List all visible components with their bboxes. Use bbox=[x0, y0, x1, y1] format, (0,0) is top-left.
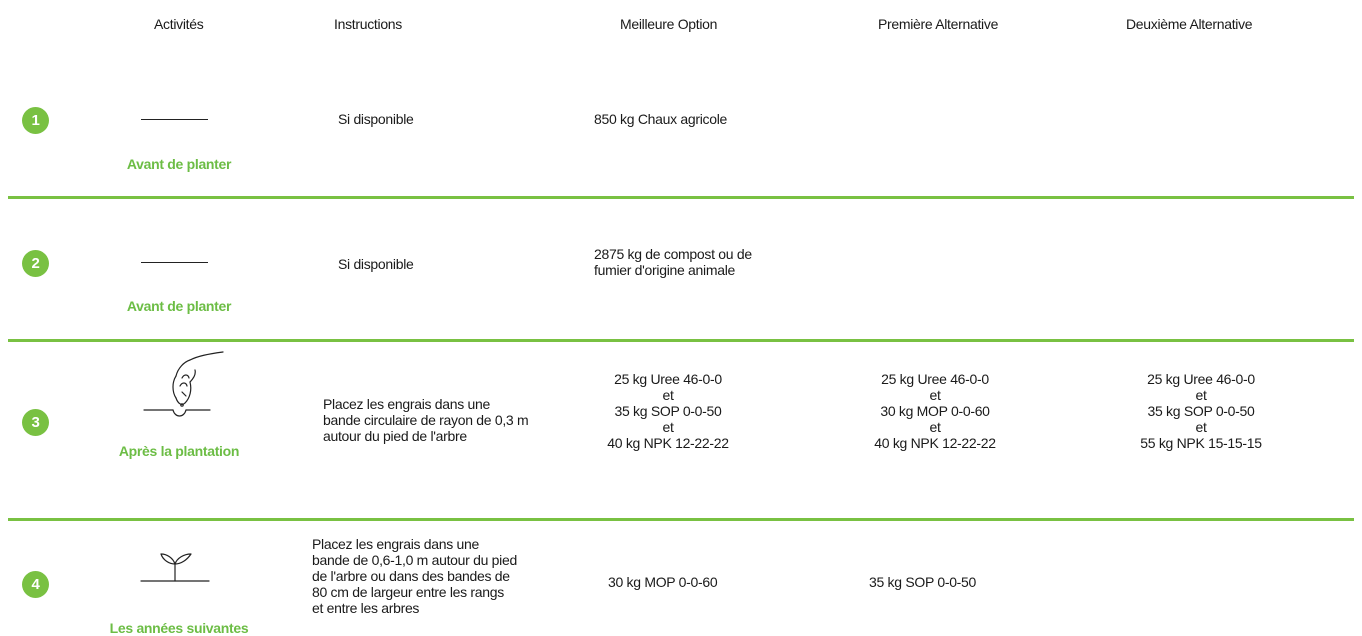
seedling-icon bbox=[140, 553, 210, 582]
activity-label: Après la plantation bbox=[118, 443, 240, 459]
best-option-text: 850 kg Chaux agricole bbox=[594, 111, 728, 127]
header-best-option: Meilleure Option bbox=[620, 16, 718, 32]
header-second-alternative: Deuxième Alternative bbox=[1126, 16, 1253, 32]
dash-line-icon bbox=[141, 262, 208, 263]
hand-placing-fertilizer-icon bbox=[143, 351, 224, 417]
instruction-text: Si disponible bbox=[338, 111, 414, 127]
instruction-text: Placez les engrais dans une bande de 0,6… bbox=[312, 536, 517, 616]
best-option-text: 25 kg Uree 46-0-0 et 35 kg SOP 0-0-50 et… bbox=[607, 371, 729, 451]
dash-line-icon bbox=[141, 119, 208, 120]
first-alternative-text: 35 kg SOP 0-0-50 bbox=[869, 574, 977, 590]
activity-label: Avant de planter bbox=[126, 156, 232, 172]
step-number-badge: 4 bbox=[22, 571, 49, 598]
instruction-text: Si disponible bbox=[338, 256, 414, 272]
header-instructions: Instructions bbox=[334, 16, 402, 32]
header-activities: Activités bbox=[154, 16, 204, 32]
row-divider bbox=[8, 339, 1354, 342]
step-number-badge: 2 bbox=[22, 250, 49, 277]
activity-label: Les années suivantes bbox=[109, 620, 249, 636]
row-divider bbox=[8, 196, 1354, 199]
header-first-alternative: Première Alternative bbox=[878, 16, 999, 32]
best-option-text: 2875 kg de compost ou de fumier d'origin… bbox=[594, 246, 752, 278]
activity-label: Avant de planter bbox=[126, 298, 232, 314]
second-alternative-text: 25 kg Uree 46-0-0 et 35 kg SOP 0-0-50 et… bbox=[1140, 371, 1262, 451]
first-alternative-text: 25 kg Uree 46-0-0 et 30 kg MOP 0-0-60 et… bbox=[874, 371, 996, 451]
best-option-text: 30 kg MOP 0-0-60 bbox=[608, 574, 718, 590]
step-number-badge: 3 bbox=[22, 409, 49, 436]
step-number-badge: 1 bbox=[22, 107, 49, 134]
instruction-text: Placez les engrais dans une bande circul… bbox=[323, 396, 529, 444]
row-divider bbox=[8, 518, 1354, 521]
